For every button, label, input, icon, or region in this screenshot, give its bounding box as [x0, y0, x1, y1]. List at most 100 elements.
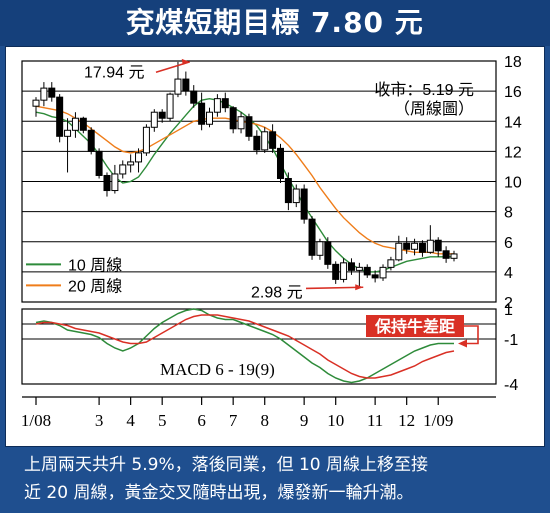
x-tick-label: 12 [398, 411, 415, 430]
price-y-tick-label: 12 [504, 144, 522, 161]
caption-line-2: 近 20 周線，黃金交叉隨時出現，爆發新一輪升潮。 [24, 483, 414, 503]
macd-title: MACD 6 - 19(9) [160, 360, 275, 379]
low-annotation: 2.98 元 [251, 284, 303, 301]
candle-body [206, 111, 214, 125]
candle-body [87, 129, 95, 152]
candle-body [79, 117, 87, 131]
macd-y-tick-label: -1 [504, 332, 518, 349]
high-annotation: 17.94 元 [84, 65, 145, 82]
caption-line-1: 上周兩天共升 5.9%，落後同業，但 10 周線上移至接 [24, 455, 429, 475]
candle-body [237, 116, 245, 130]
price-y-tick-label: 18 [504, 54, 522, 71]
price-y-tick-label: 16 [504, 84, 522, 101]
stock-chart: 2 4 6 8 10 12 14 16 18 1 -1 -4 1/08 3 4 5 6 7 8 9 10 11 12 1/09… [21, 54, 522, 430]
chart-panel: 2 4 6 8 10 12 14 16 18 1 -1 -4 1/08 3 4 5 6 7 8 9 10 11 12 1/09… [5, 46, 545, 447]
candle-body [363, 266, 371, 276]
price-y-tick-label: 4 [504, 265, 513, 282]
candle-body [166, 93, 174, 119]
price-y-tick-label: 6 [504, 235, 513, 252]
macd-y-tick-label: 1 [504, 302, 513, 319]
caption: 上周兩天共升 5.9%，落後同業，但 10 周線上移至接 近 20 周線，黃金交… [24, 451, 539, 507]
candle-body [182, 78, 190, 92]
candle-body [245, 116, 253, 137]
x-tick-label: 11 [367, 411, 383, 430]
candle-body [411, 242, 419, 250]
low-arrow [305, 286, 364, 290]
high-arrowhead [181, 58, 190, 65]
candle-body [48, 87, 56, 98]
x-tick-label: 7 [229, 411, 238, 430]
candle-body [300, 188, 308, 220]
x-tick-label: 9 [300, 411, 309, 430]
candle-body [426, 239, 434, 253]
candle-body [127, 161, 135, 166]
candle-body [284, 177, 292, 204]
price-y-tick-label: 8 [504, 205, 513, 222]
chart-headline: 兗煤短期目標 7.80 元 [0, 0, 550, 46]
legend-label: 10 周線 [68, 256, 122, 274]
candle-body [434, 239, 442, 252]
candle-body [261, 131, 269, 151]
candle-body [316, 241, 324, 256]
x-tick-label: 1/08 [21, 411, 51, 430]
candle-body [95, 150, 103, 176]
bull-gap-label: 保持牛差距 [374, 317, 455, 336]
candle-body [308, 218, 316, 256]
candle-body [332, 263, 340, 280]
candle-body [418, 242, 426, 253]
candle-body [56, 96, 64, 137]
legend-label: 20 周線 [68, 277, 122, 295]
candle-body [111, 173, 119, 192]
candle-body [32, 99, 40, 107]
candle-body [213, 98, 221, 113]
candle-body [269, 131, 277, 149]
candle-body [324, 241, 332, 265]
x-tick-label: 6 [197, 411, 206, 430]
close-price-note: 收市：5.19 元 [374, 81, 474, 99]
candle-body [292, 188, 300, 204]
macd-line-macd [35, 308, 454, 384]
candle-body [158, 111, 166, 119]
candle-body [229, 107, 237, 130]
macd-y-tick-label: -4 [504, 377, 518, 394]
candle-body [442, 250, 450, 259]
candle-body [340, 262, 348, 280]
chart-type-label: （周線圖） [394, 100, 474, 118]
candle-body [387, 259, 395, 268]
candle-body [198, 102, 206, 125]
candle-body [276, 147, 284, 179]
x-tick-label: 3 [95, 411, 104, 430]
ma-line-20w [35, 105, 454, 255]
low-arrowhead [355, 284, 364, 291]
candle-body [64, 129, 72, 137]
candle-body [174, 78, 182, 95]
price-y-tick-label: 14 [504, 114, 522, 131]
candle-body [221, 98, 229, 109]
candle-body [71, 117, 79, 131]
candle-body [403, 242, 411, 250]
price-y-tick-label: 10 [504, 175, 522, 192]
candle-body [119, 164, 127, 175]
bull-gap-arrowhead [458, 339, 467, 348]
candle-body [347, 262, 355, 271]
x-tick-label: 10 [327, 411, 344, 430]
macd-line-signal [35, 314, 455, 379]
candle-body [135, 152, 143, 163]
candle-body [190, 90, 198, 104]
price-y-tick-label: 2 [504, 295, 513, 312]
bull-gap-box [366, 315, 464, 337]
candle-body [40, 87, 48, 101]
candle-body [142, 126, 150, 154]
bull-gap-bracket [464, 325, 479, 345]
x-tick-label: 8 [260, 411, 269, 430]
candle-body [395, 242, 403, 261]
candle-body [253, 135, 261, 151]
candle-body [450, 253, 458, 259]
x-tick-label: 4 [126, 411, 135, 430]
candle-body [379, 266, 387, 279]
candle-body [355, 266, 363, 271]
x-tick-label: 1/09 [423, 411, 453, 430]
candle-body [371, 274, 379, 279]
x-tick-label: 5 [158, 411, 167, 430]
candle-body [150, 111, 158, 128]
